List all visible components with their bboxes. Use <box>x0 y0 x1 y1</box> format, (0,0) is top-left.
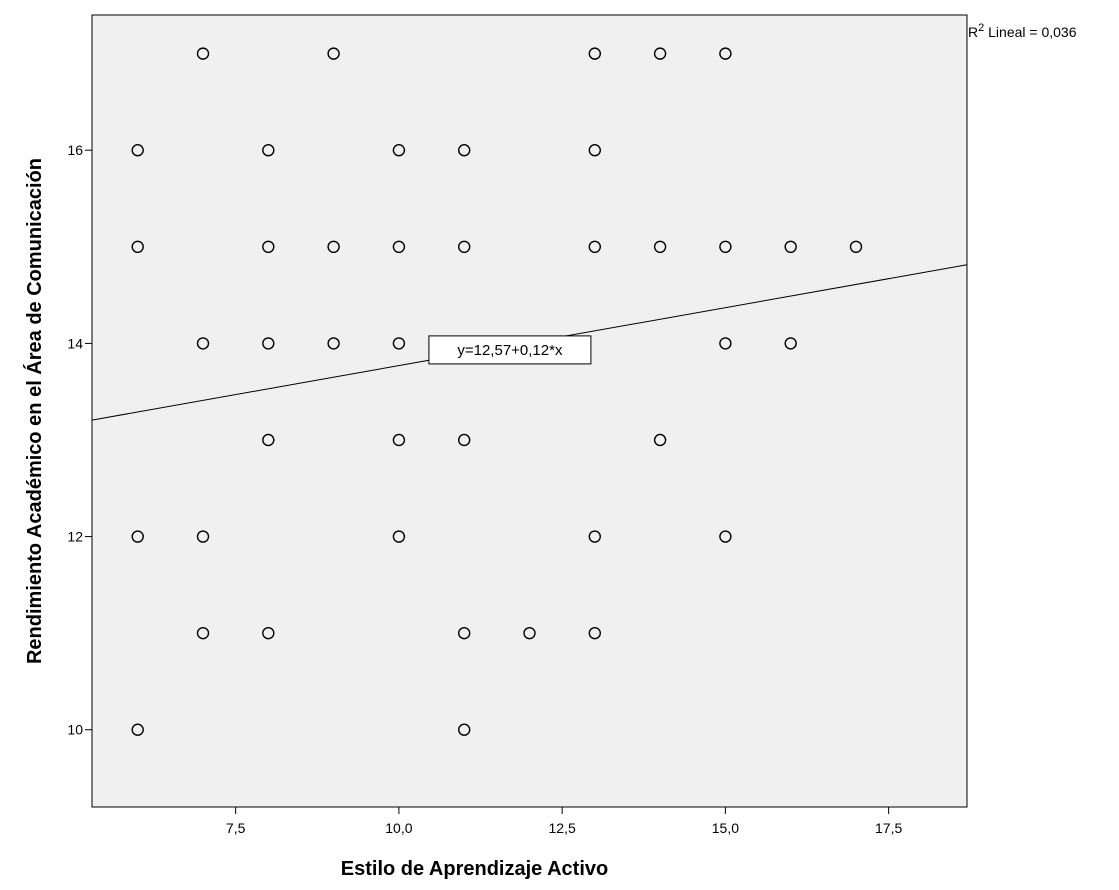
data-point <box>653 433 667 447</box>
x-tick-label: 7,5 <box>226 820 246 836</box>
regression-equation-label: y=12,57+0,12*x <box>428 335 592 365</box>
data-point <box>458 144 471 157</box>
data-point <box>327 47 340 60</box>
data-point <box>262 626 275 640</box>
r-squared-prefix: R <box>968 24 978 40</box>
data-point <box>131 723 144 736</box>
data-point <box>719 337 732 350</box>
data-point <box>784 337 797 350</box>
data-point <box>392 240 406 254</box>
data-points <box>131 47 863 736</box>
data-point <box>262 144 275 157</box>
data-point <box>719 240 732 254</box>
r-squared-label: R2 Lineal = 0,036 <box>968 22 1077 40</box>
data-point <box>392 433 406 447</box>
data-point <box>262 240 275 254</box>
data-point <box>196 47 210 60</box>
y-tick-label: 14 <box>67 335 83 351</box>
data-point <box>458 433 471 447</box>
data-point <box>588 240 601 254</box>
x-tick-label: 12,5 <box>549 820 576 836</box>
data-point <box>131 530 144 543</box>
data-point <box>849 240 863 254</box>
data-point <box>196 530 210 543</box>
r-squared-value: Lineal = 0,036 <box>984 24 1076 40</box>
y-tick-label: 16 <box>67 142 83 158</box>
x-tick-label: 10,0 <box>385 820 412 836</box>
x-tick-label: 15,0 <box>712 820 739 836</box>
data-point <box>327 240 340 254</box>
data-point <box>262 433 275 447</box>
data-point <box>392 530 406 543</box>
data-point <box>784 240 797 254</box>
data-point <box>588 47 601 60</box>
data-point <box>653 240 667 254</box>
y-tick-label: 10 <box>67 722 83 738</box>
data-point <box>458 626 471 640</box>
r-squared-superscript: 2 <box>978 22 984 34</box>
data-point <box>327 337 340 350</box>
data-point <box>458 723 471 736</box>
data-point <box>131 240 144 254</box>
data-point <box>588 144 601 157</box>
x-axis-title: Estilo de Aprendizaje Activo <box>341 858 608 880</box>
data-point <box>588 626 601 640</box>
data-point <box>131 144 144 157</box>
regression-equation-text: y=12,57+0,12*x <box>457 342 563 359</box>
data-point <box>588 530 601 543</box>
plot-area <box>91 14 968 808</box>
y-axis-title: Rendimiento Académico en el Área de Comu… <box>23 158 46 664</box>
data-point <box>719 47 732 60</box>
y-tick-label: 12 <box>67 529 83 545</box>
data-point <box>523 626 536 640</box>
data-point <box>719 530 732 543</box>
data-point <box>392 337 406 350</box>
data-point <box>458 240 471 254</box>
y-axis: 10 12 14 16 <box>67 142 92 738</box>
data-point <box>392 144 406 157</box>
x-tick-label: 17,5 <box>875 820 902 836</box>
data-point <box>262 337 275 350</box>
regression-equation-box <box>428 335 592 365</box>
data-point <box>196 337 210 350</box>
x-axis: 7,5 10,0 12,5 15,0 17,5 <box>226 807 902 836</box>
data-point <box>653 47 667 60</box>
data-point <box>196 626 210 640</box>
